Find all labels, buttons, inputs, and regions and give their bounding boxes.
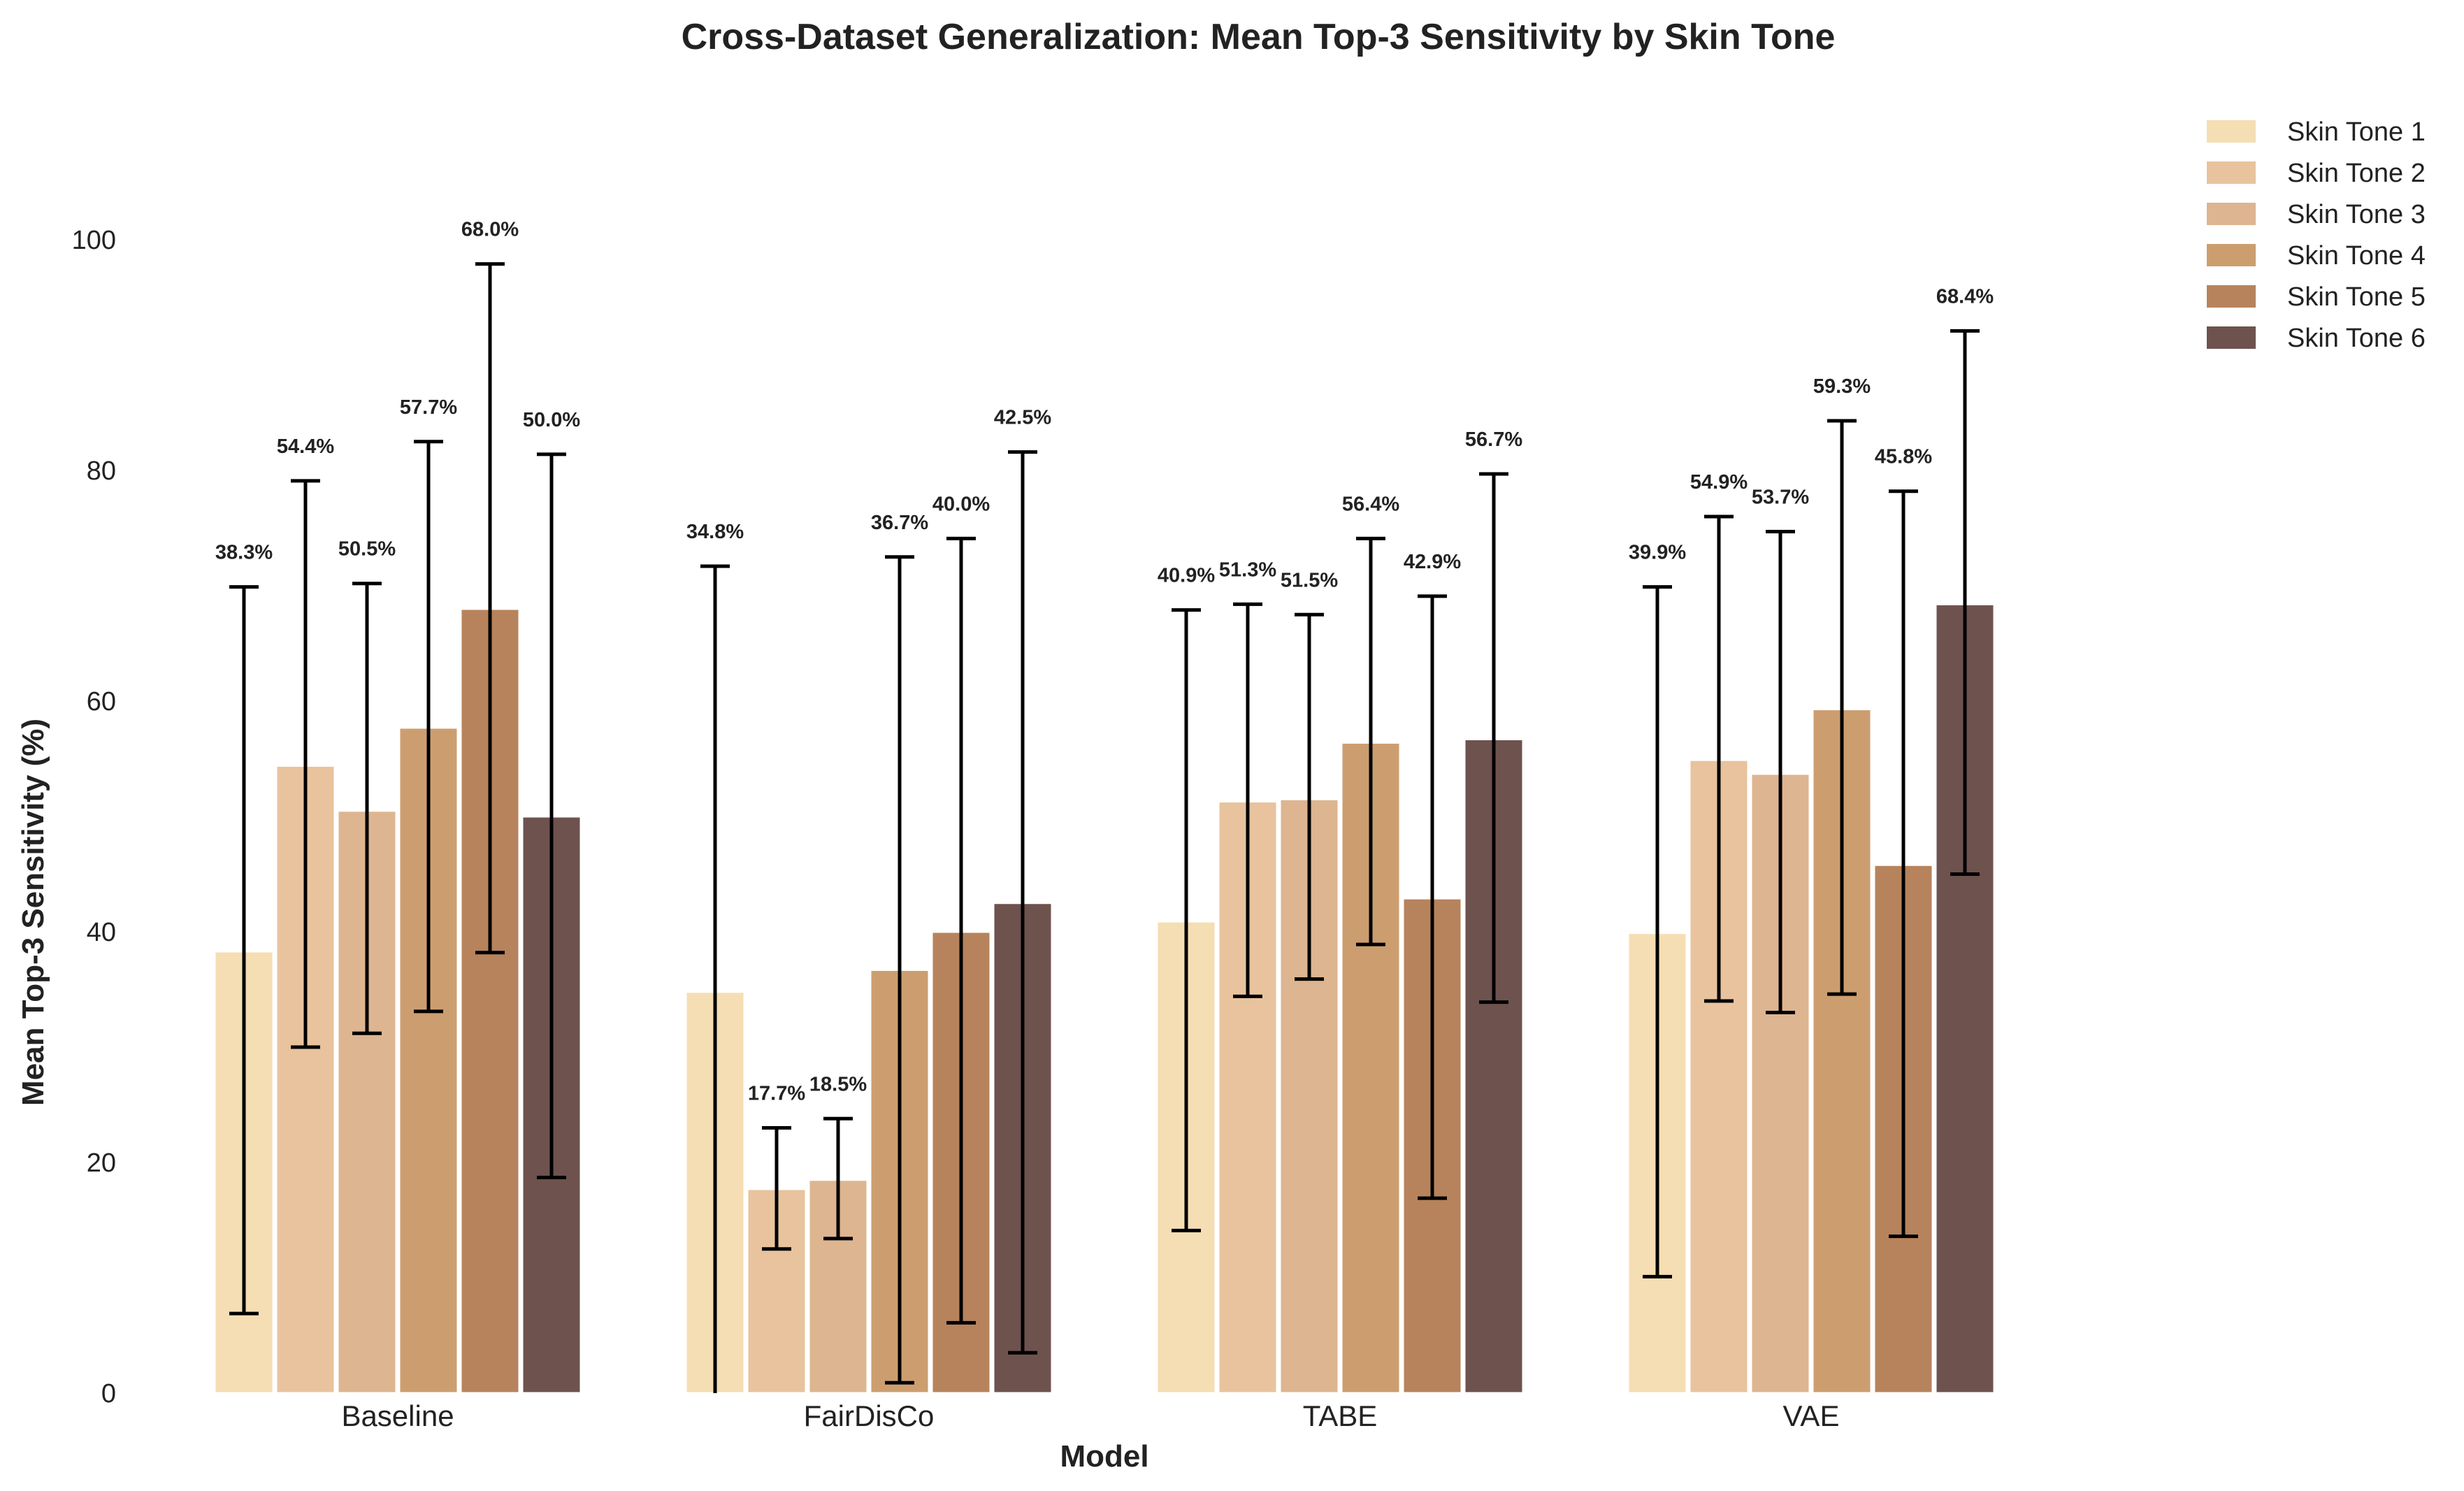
data-label: 56.7% [1465, 428, 1522, 451]
y-tick-label: 60 [87, 687, 116, 716]
error-bar [1295, 612, 1324, 981]
error-bar [1233, 602, 1262, 998]
data-labels-layer: 38.3% 34.8% 40.9% 39.9% 54.4% 17.7% 51.3% 54.9%… [215, 219, 1994, 1105]
error-bar [1643, 585, 1672, 1278]
y-tick-label: 0 [101, 1379, 116, 1409]
error-bar [291, 479, 320, 1049]
error-bar [414, 440, 443, 1014]
error-bar [1479, 472, 1508, 1004]
data-label: 50.5% [338, 538, 396, 561]
error-bar [352, 582, 382, 1035]
error-bar [1827, 419, 1857, 996]
legend-item: Skin Tone 3 [2207, 200, 2426, 229]
error-bar [229, 585, 259, 1316]
data-label: 68.4% [1936, 285, 1994, 308]
y-tick-label: 40 [87, 918, 116, 947]
x-axis: Baseline FairDisCo TABE VAE [341, 1399, 1839, 1432]
error-bar [475, 262, 505, 955]
y-tick-label: 20 [87, 1148, 116, 1178]
error-bar [885, 555, 914, 1385]
error-bar [537, 452, 566, 1179]
legend-label: Skin Tone 5 [2287, 282, 2426, 312]
error-bar [1172, 608, 1201, 1232]
data-label: 54.9% [1690, 471, 1748, 494]
data-label: 36.7% [871, 512, 928, 534]
legend-label: Skin Tone 6 [2287, 324, 2426, 353]
x-tick-label: VAE [1783, 1399, 1840, 1432]
x-tick-label: FairDisCo [804, 1399, 935, 1432]
legend: Skin Tone 1 Skin Tone 2 Skin Tone 3 Skin To… [2207, 117, 2426, 353]
error-bar [1008, 450, 1037, 1355]
data-label: 34.8% [686, 521, 744, 543]
legend-item: Skin Tone 6 [2207, 324, 2426, 353]
x-tick-label: Baseline [341, 1399, 454, 1432]
data-label: 40.9% [1158, 565, 1215, 587]
data-label: 17.7% [748, 1083, 805, 1105]
error-bar [762, 1126, 791, 1251]
y-axis: 0 20 40 60 80 100 [72, 226, 116, 1409]
data-label: 51.5% [1281, 569, 1338, 591]
x-tick-label: TABE [1303, 1399, 1378, 1432]
x-axis-title: Model [1060, 1439, 1148, 1474]
legend-item: Skin Tone 4 [2207, 241, 2426, 271]
legend-swatch [2207, 120, 2256, 143]
legend-swatch [2207, 285, 2256, 308]
error-bar [1766, 529, 1795, 1014]
error-bar [1704, 514, 1734, 1003]
data-label: 68.0% [461, 219, 519, 241]
legend-swatch [2207, 203, 2256, 225]
data-label: 59.3% [1813, 375, 1871, 398]
data-label: 56.4% [1342, 493, 1399, 515]
legend-item: Skin Tone 5 [2207, 282, 2426, 312]
error-bars-layer [229, 262, 1980, 1393]
data-label: 57.7% [400, 396, 457, 419]
y-tick-label: 80 [87, 456, 116, 486]
error-bar [700, 564, 730, 1393]
legend-swatch [2207, 326, 2256, 349]
y-axis-title: Mean Top-3 Sensitivity (%) [16, 719, 50, 1106]
error-bar [946, 536, 976, 1325]
legend-label: Skin Tone 1 [2287, 117, 2426, 147]
legend-swatch [2207, 244, 2256, 266]
data-label: 50.0% [523, 409, 580, 431]
error-bar [1889, 489, 1918, 1239]
legend-item: Skin Tone 2 [2207, 159, 2426, 188]
data-label: 40.0% [932, 493, 990, 515]
data-label: 39.9% [1629, 542, 1686, 564]
data-label: 45.8% [1875, 446, 1932, 468]
error-bar [1356, 536, 1385, 946]
legend-swatch [2207, 161, 2256, 184]
data-label: 51.3% [1219, 559, 1276, 581]
y-tick-label: 100 [72, 226, 116, 255]
error-bar [1418, 594, 1447, 1200]
error-bar [1950, 329, 1980, 876]
data-label: 38.3% [215, 542, 273, 564]
data-label: 18.5% [809, 1073, 867, 1095]
data-label: 54.4% [277, 435, 334, 458]
data-label: 53.7% [1752, 486, 1809, 508]
legend-label: Skin Tone 3 [2287, 200, 2426, 229]
legend-label: Skin Tone 4 [2287, 241, 2426, 271]
data-label: 42.9% [1404, 551, 1461, 573]
error-bar [823, 1116, 853, 1241]
legend-label: Skin Tone 2 [2287, 159, 2426, 188]
data-label: 42.5% [994, 407, 1051, 429]
chart-title: Cross-Dataset Generalization: Mean Top-3… [682, 17, 1836, 57]
legend-item: Skin Tone 1 [2207, 117, 2426, 147]
